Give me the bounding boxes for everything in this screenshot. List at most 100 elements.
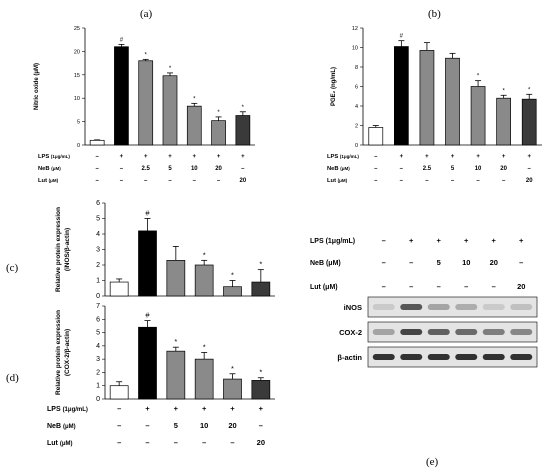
chart-a-row-cell: – xyxy=(217,178,221,184)
chart-b-bar xyxy=(368,127,384,146)
chart-a-row-cell: + xyxy=(144,154,148,160)
chart-a-bar xyxy=(89,139,105,146)
chart-b-row-cell: + xyxy=(400,154,404,160)
blot-row-label: Lut (μM) xyxy=(310,284,338,291)
chart-b-significance-marker: # xyxy=(400,34,404,40)
chart-d-significance-marker: # xyxy=(145,311,150,320)
chart-d-y-tick-label: 7 xyxy=(96,303,100,310)
chart-a-row-cell: – xyxy=(193,178,197,184)
blot-band xyxy=(372,354,395,360)
chart-b-row-cell: 5 xyxy=(451,166,455,172)
chart-a-row-cell: – xyxy=(144,178,148,184)
chart-a-bar xyxy=(162,75,178,146)
chart-d-row-cell: – xyxy=(117,438,121,447)
chart-d-row-cell: 10 xyxy=(200,421,208,430)
blot-row-cell: + xyxy=(464,236,469,245)
chart-b-row-cell: – xyxy=(476,178,480,184)
chart-d-row-label-unit: (μM) xyxy=(60,441,73,447)
chart-d-y-tick-label: 4 xyxy=(96,343,100,350)
chart-b-row-label: Lut (μM) xyxy=(327,178,348,184)
chart-d-bar xyxy=(194,358,214,400)
blot-band xyxy=(372,329,395,335)
chart-b-significance-marker: * xyxy=(477,74,480,80)
chart-b-y-axis-label: PGE₂ (ng/mL) xyxy=(331,67,337,106)
chart-c-y-tick-label: 2 xyxy=(96,262,100,269)
blot-band xyxy=(427,304,450,310)
chart-a-row-label-name: NeB xyxy=(38,166,51,172)
chart-a-bar xyxy=(138,60,154,146)
blot-band xyxy=(482,354,505,360)
blot-row-cell: – xyxy=(409,282,413,291)
chart-c-y-tick-label: 6 xyxy=(96,200,100,207)
chart-a-row-label: LPS (1μg/mL) xyxy=(38,154,70,160)
chart-a-y-tick-label: 0 xyxy=(77,143,80,149)
chart-c-bar xyxy=(166,260,186,297)
chart-c-y-tick-label: 1 xyxy=(96,278,100,285)
chart-b-row-cell: + xyxy=(527,154,531,160)
blot-row-label-name: LPS xyxy=(310,238,326,245)
chart-b-bar xyxy=(394,46,409,146)
chart-a-row-cell: + xyxy=(193,154,197,160)
chart-a-row-cell: + xyxy=(120,154,124,160)
chart-d-bar xyxy=(251,380,271,400)
blot-row-cell: – xyxy=(409,258,413,267)
chart-b-significance-marker: * xyxy=(502,88,505,94)
chart-a-y-tick-label: 10 xyxy=(74,96,80,102)
chart-c-significance-marker: * xyxy=(231,271,234,280)
chart-b-row-label-name: LPS xyxy=(327,154,340,160)
chart-b-row-cell: – xyxy=(425,178,429,184)
chart-b-row-cell: – xyxy=(374,178,378,184)
chart-d-row-cell: – xyxy=(117,404,121,413)
chart-c-bar xyxy=(223,286,242,297)
chart-a-significance-marker: * xyxy=(169,66,172,72)
blot-row-label-unit: (μM) xyxy=(326,260,341,267)
blot-band xyxy=(510,354,533,360)
chart-d-y-tick-label: 2 xyxy=(96,369,100,376)
chart-b-row-label: NeB (μM) xyxy=(327,166,350,172)
blot-strip xyxy=(367,346,538,368)
chart-b-y-tick-label: 8 xyxy=(355,65,358,71)
chart-c-significance-marker: # xyxy=(145,209,150,218)
chart-a-row-cell: – xyxy=(120,166,124,172)
chart-a-row-label: Lut (μM) xyxy=(38,178,59,184)
blot-row-cell: – xyxy=(492,282,496,291)
chart-d-row-cell: – xyxy=(259,421,263,430)
chart-a-y-tick-label: 15 xyxy=(74,73,80,79)
chart-b-bar xyxy=(419,50,435,146)
chart-a-row-cell: 2.5 xyxy=(142,166,151,172)
blot-row-cell: + xyxy=(437,236,442,245)
chart-b-row-cell: – xyxy=(374,166,378,172)
chart-c-bar xyxy=(109,281,129,297)
chart-a-row-label-unit: (μM) xyxy=(49,178,59,183)
chart-b-row-cell: 20 xyxy=(526,178,533,184)
chart-b-row-cell: 2.5 xyxy=(423,166,432,172)
chart-b-row-label-unit: (μM) xyxy=(340,166,350,171)
chart-d-y-tick-label: 1 xyxy=(96,383,100,390)
chart-a-row-cell: + xyxy=(241,154,245,160)
chart-b-row-cell: + xyxy=(502,154,506,160)
chart-c-bar xyxy=(251,281,271,297)
chart-a-row-label-unit: (1μg/mL) xyxy=(51,154,71,159)
chart-a-significance-marker: * xyxy=(145,52,148,58)
blot-strip xyxy=(367,296,538,318)
chart-d-y-tick-label: 5 xyxy=(96,330,100,337)
chart-d-row-label-name: Lut xyxy=(47,440,60,447)
chart-a-row-label-name: LPS xyxy=(38,154,51,160)
blot-band xyxy=(455,329,478,335)
chart-d-row-cell: 5 xyxy=(174,421,178,430)
chart-b-y-tick-label: 10 xyxy=(352,46,358,52)
chart-c-significance-marker: * xyxy=(259,260,262,269)
blot-row-label: NeB (μM) xyxy=(310,260,341,267)
chart-d-row-label-name: NeB xyxy=(47,423,63,430)
chart-d-row-cell: – xyxy=(145,421,149,430)
blot-row-cell: – xyxy=(464,282,468,291)
chart-d-significance-marker: * xyxy=(259,368,262,377)
chart-d-significance-marker: * xyxy=(231,364,234,373)
chart-d-row-label: Lut (μM) xyxy=(47,440,73,447)
chart-a-y-tick-label: 20 xyxy=(74,49,80,55)
blot-row-label: LPS (1μg/mL) xyxy=(310,238,355,245)
chart-d-bar xyxy=(223,378,242,400)
blot-band-label: COX-2 xyxy=(339,328,362,337)
chart-a-y-axis-label: Nitric oxide (μM) xyxy=(34,63,40,110)
